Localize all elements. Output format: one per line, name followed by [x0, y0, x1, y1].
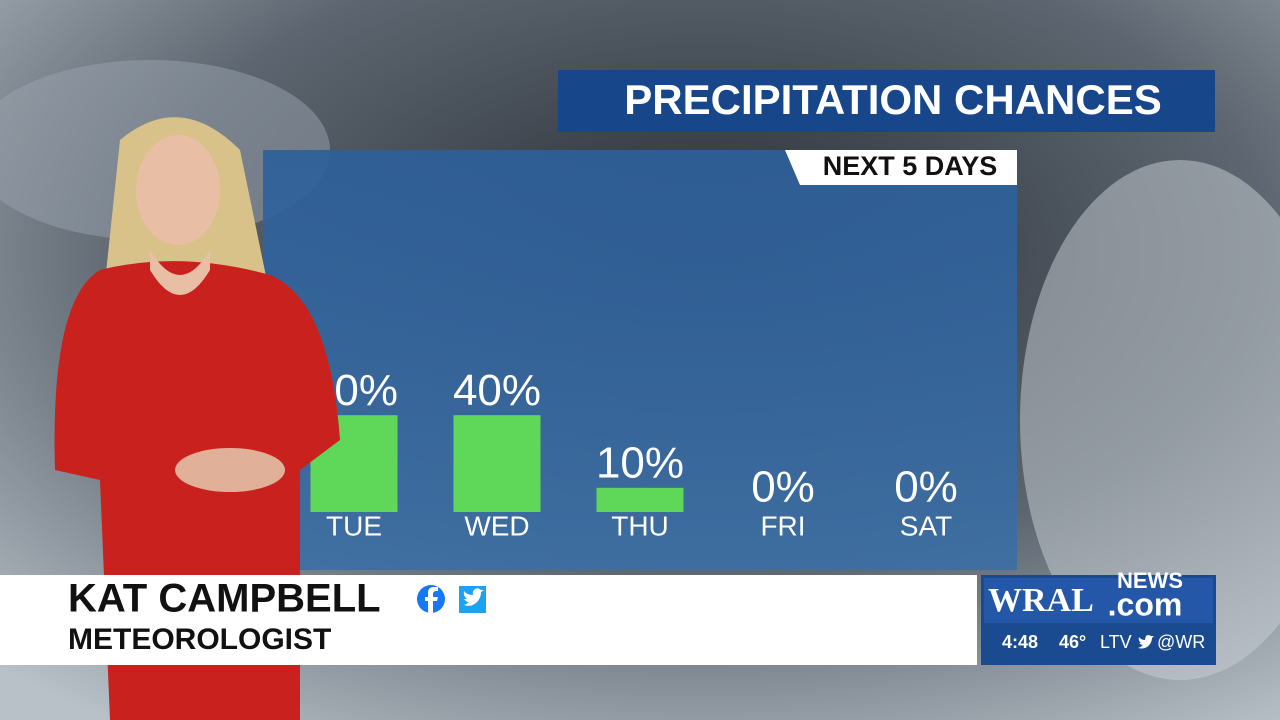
lower-third — [0, 575, 977, 665]
bar — [596, 487, 684, 512]
logo-domain: .com — [1108, 586, 1183, 622]
value-label: 0% — [894, 463, 958, 512]
cloud — [1020, 160, 1280, 680]
temperature: 46° — [1059, 632, 1086, 652]
value-label: 40% — [453, 366, 541, 415]
logo-area — [984, 578, 1213, 623]
value-label: 10% — [596, 438, 684, 487]
category-label: SAT — [900, 510, 952, 541]
twitter-glyph — [463, 588, 484, 606]
facebook-glyph — [425, 587, 438, 613]
logo-wral: WRAL — [988, 582, 1094, 619]
title-bar — [558, 70, 1215, 132]
presenter-role: METEOROLOGIST — [68, 623, 331, 656]
category-label: TUE — [326, 510, 382, 541]
bar — [453, 415, 541, 512]
category-label: THU — [611, 510, 669, 541]
category-label: WED — [464, 510, 529, 541]
chart-subtitle: NEXT 5 DAYS — [823, 151, 998, 181]
value-label: 0% — [751, 463, 815, 512]
chart-title: PRECIPITATION CHANCES — [624, 76, 1161, 123]
clock: 4:48 — [1002, 632, 1038, 652]
category-label: FRI — [760, 510, 805, 541]
logo-news: NEWS — [1117, 568, 1183, 593]
handle: @WR — [1157, 632, 1205, 652]
station-code: LTV — [1100, 632, 1132, 652]
presenter-name: KAT CAMPBELL — [68, 577, 381, 621]
twitter-glyph — [1138, 635, 1154, 649]
subtitle-tab — [785, 150, 1017, 185]
